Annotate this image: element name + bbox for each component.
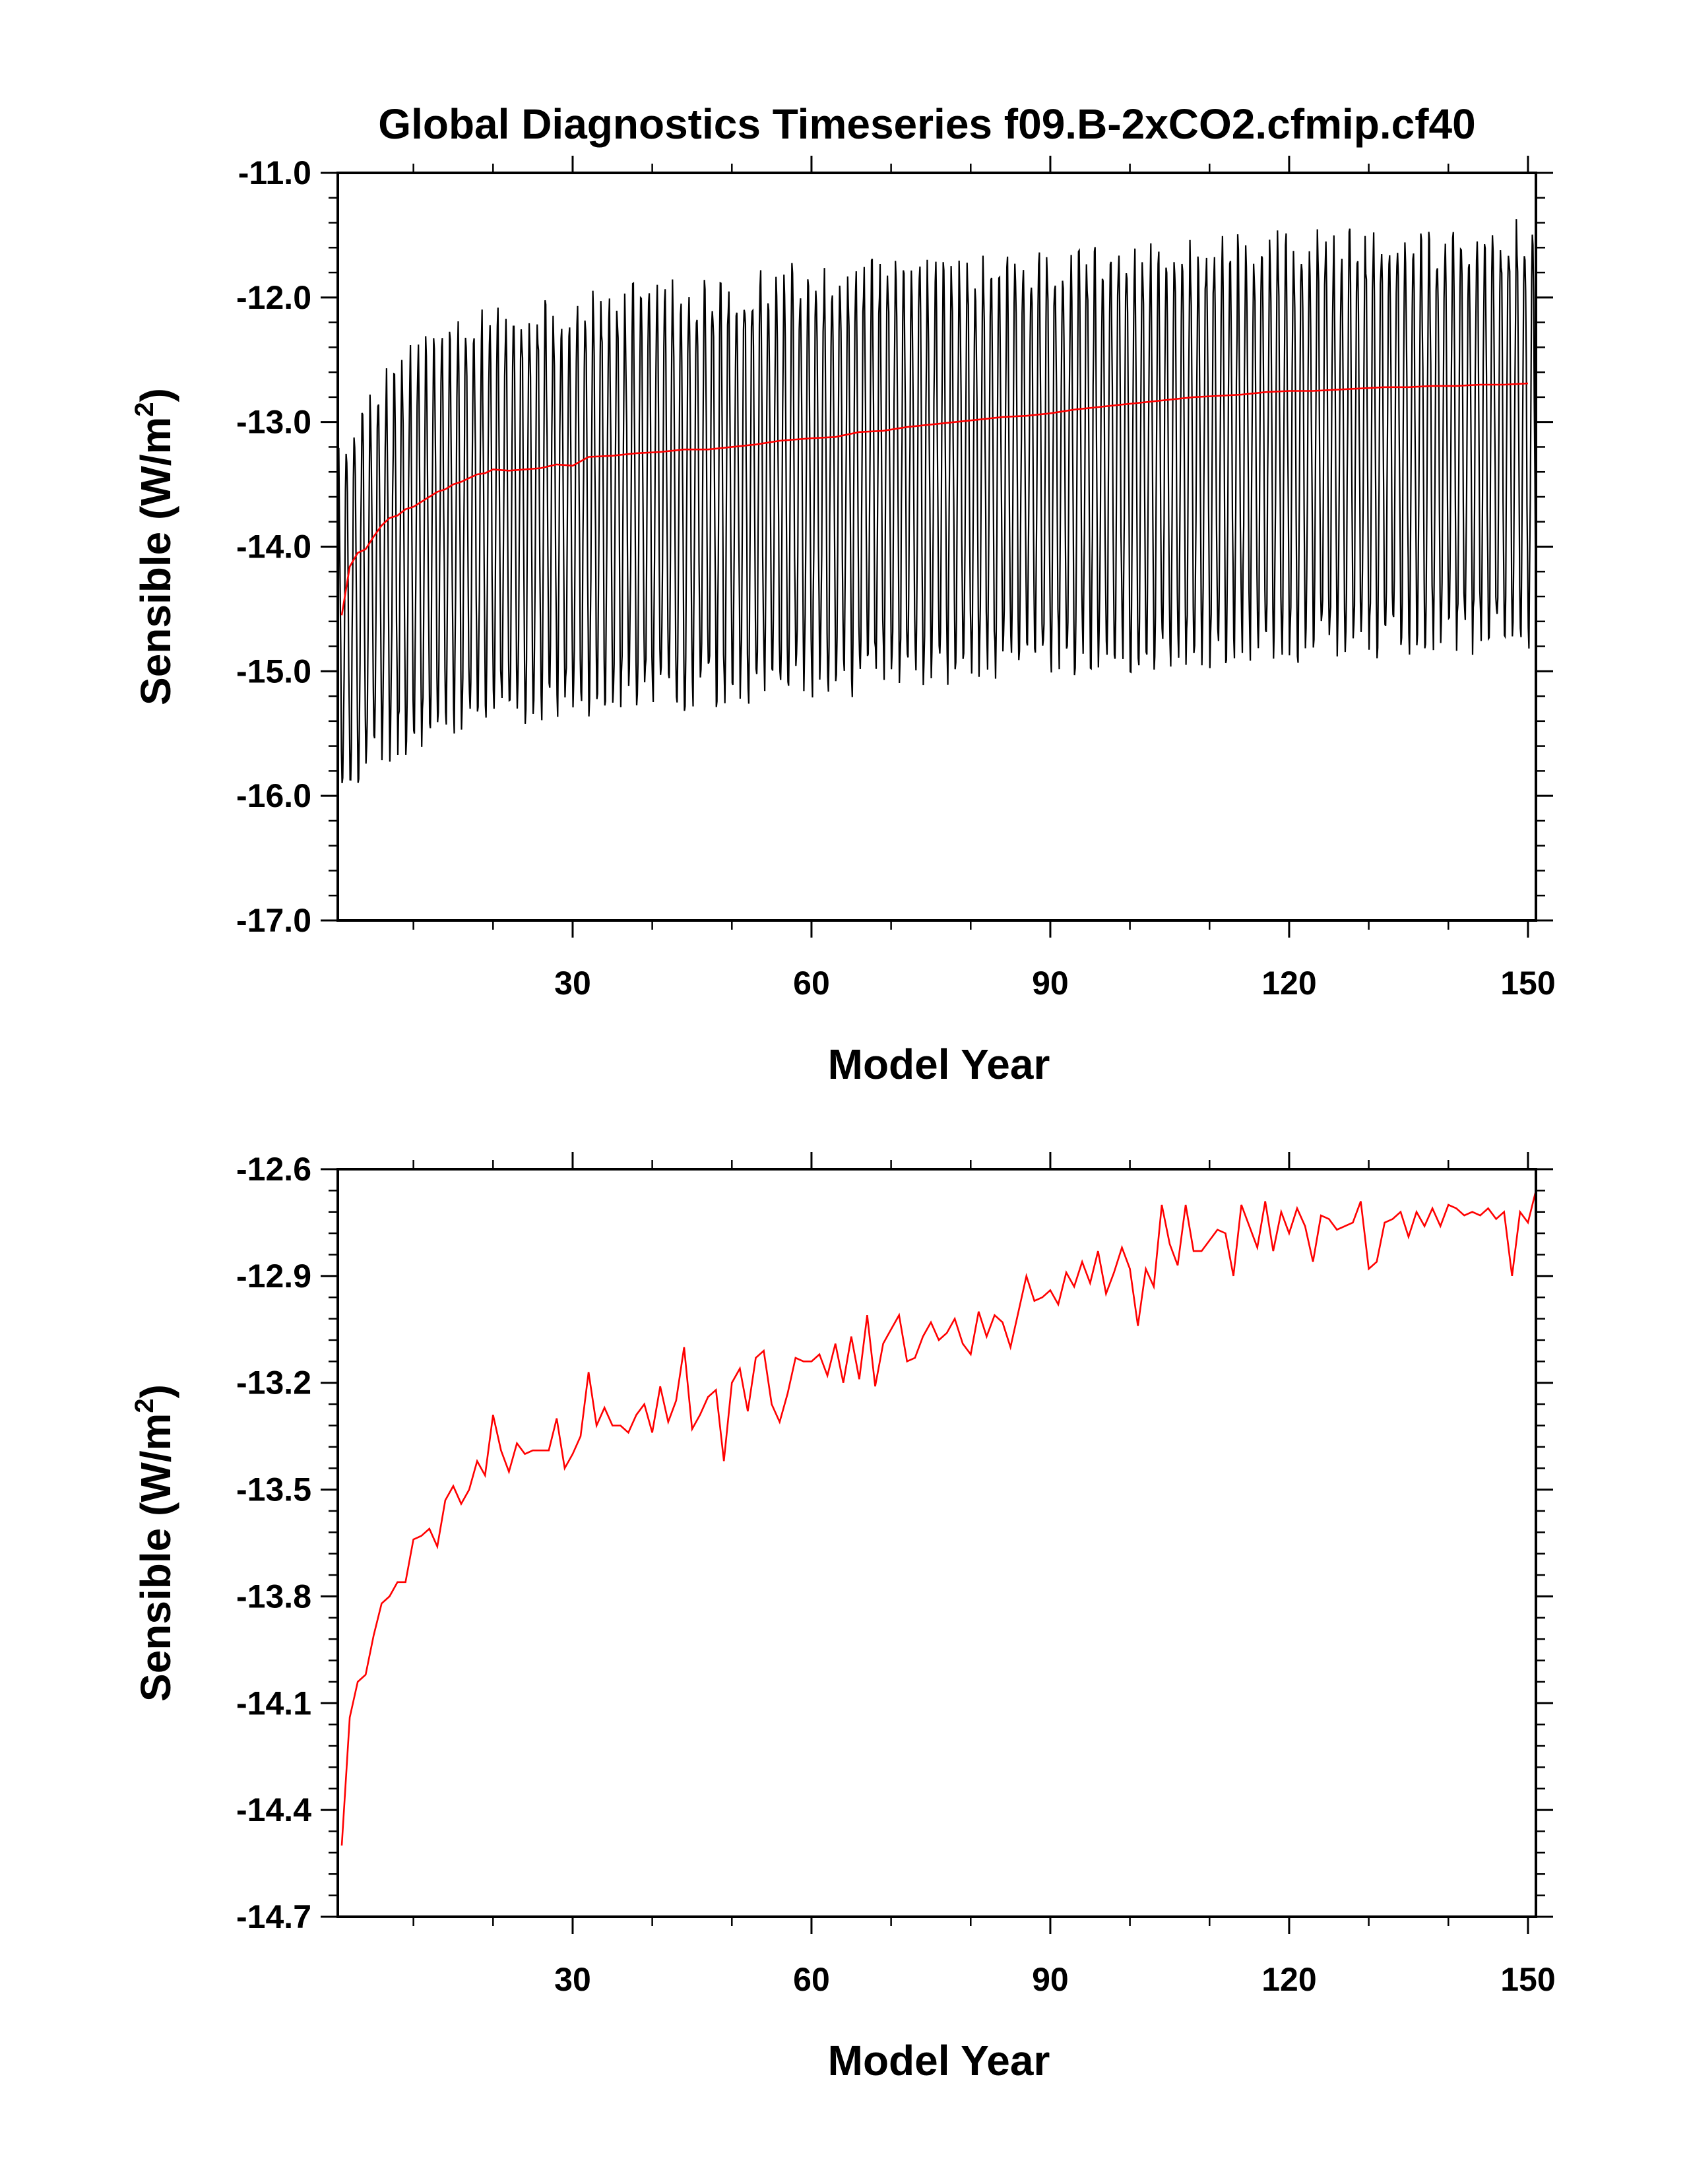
x-tick-label: 150 xyxy=(1500,965,1555,1002)
x-tick-label: 60 xyxy=(793,965,830,1002)
y-tick-label: -13.8 xyxy=(236,1578,311,1615)
y-tick-label: -16.0 xyxy=(236,777,311,814)
x-tick-label: 120 xyxy=(1261,1961,1316,1998)
y-tick-label: -13.0 xyxy=(236,404,311,441)
x-axis-label: Model Year xyxy=(828,2037,1050,2084)
y-tick-label: -15.0 xyxy=(236,653,311,690)
series-annual-mean-line xyxy=(340,1190,1536,1846)
series-monthly-line xyxy=(338,219,1536,784)
x-tick-label: 150 xyxy=(1500,1961,1555,1998)
y-tick-label: -14.1 xyxy=(236,1685,311,1721)
x-tick-label: 30 xyxy=(554,1961,591,1998)
y-tick-label: -12.0 xyxy=(236,279,311,316)
x-axis-label: Model Year xyxy=(828,1041,1050,1088)
y-tick-label: -11.0 xyxy=(238,154,311,191)
series-annual-mean-line xyxy=(340,382,1528,616)
x-tick-label: 30 xyxy=(554,965,591,1002)
y-tick-label: -17.0 xyxy=(236,902,311,939)
y-axis-label: Sensible (W/m2) xyxy=(130,388,179,705)
plot-frame xyxy=(336,1168,1537,1918)
y-tick-label: -14.0 xyxy=(236,529,311,565)
y-tick-label: -14.4 xyxy=(236,1791,311,1828)
panel-bottom: -14.7 -14.4 -14.1 -13.8 -13.5 -13.2 -12.9 -12.6… xyxy=(130,1151,1556,2084)
y-tick-label: -12.6 xyxy=(236,1151,311,1188)
y-tick-label: -12.9 xyxy=(236,1258,311,1295)
x-tick-label: 90 xyxy=(1032,1961,1069,1998)
y-tick-label: -13.5 xyxy=(236,1471,311,1508)
y-tick-label: -13.2 xyxy=(236,1365,311,1401)
y-axis-label: Sensible (W/m2) xyxy=(130,1384,179,1702)
x-tick-label: 60 xyxy=(793,1961,830,1998)
panel-top: -17.0 -16.0 -15.0 -14.0 -13.0 -12.0 -11.0 30 60 9… xyxy=(130,154,1556,1088)
x-tick-label: 90 xyxy=(1032,965,1069,1002)
chart-title: Global Diagnostics Timeseries f09.B-2xCO… xyxy=(378,100,1475,148)
x-tick-label: 120 xyxy=(1261,965,1316,1002)
y-tick-label: -14.7 xyxy=(236,1898,311,1935)
